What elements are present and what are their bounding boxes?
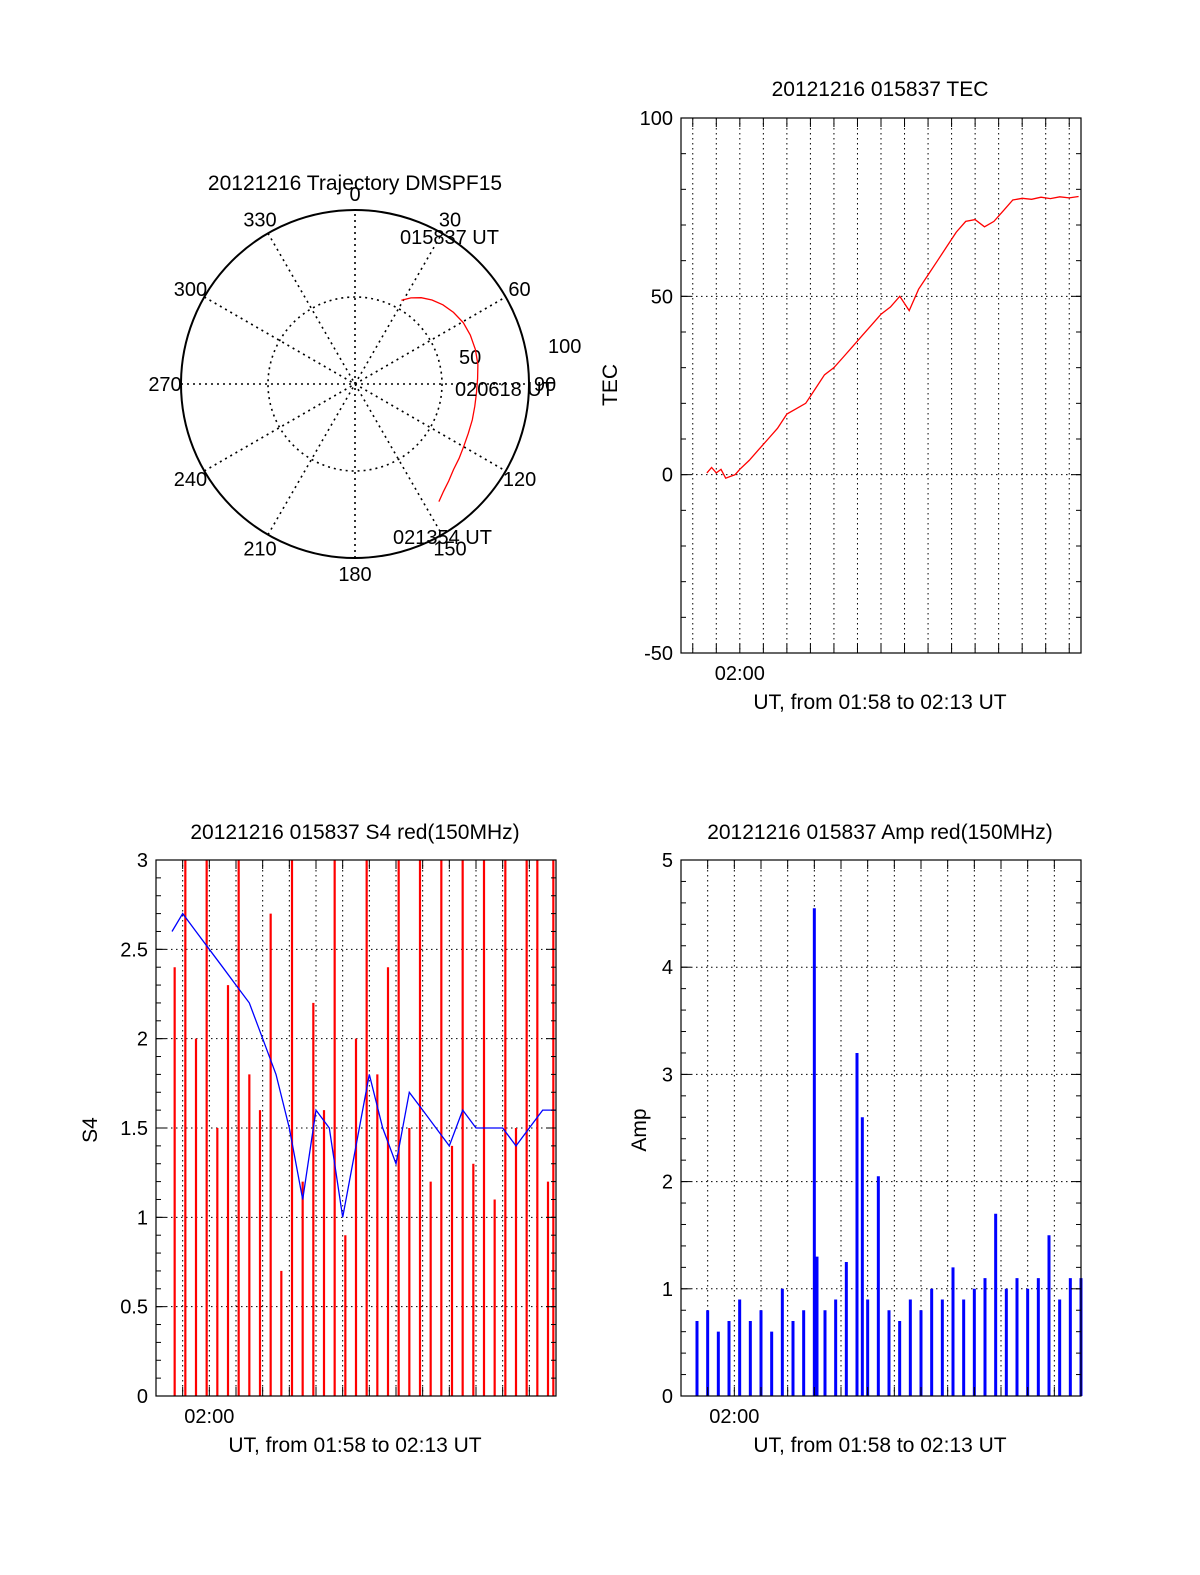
polar-angle-label: 30 — [439, 209, 461, 231]
amp-bars — [695, 908, 1083, 1396]
tec-ytick-label: 100 — [640, 108, 673, 130]
s4-xtick-label: 02:00 — [184, 1406, 234, 1428]
s4-blue-series-line — [171, 912, 556, 1218]
tec-ylabel: TEC — [599, 364, 622, 406]
polar-angle-label: 60 — [508, 279, 530, 301]
s4-ylabel: S4 — [79, 1117, 102, 1143]
polar-grid — [181, 210, 529, 558]
amp-ylabel: Amp — [628, 1108, 651, 1151]
amp-ytick-label: 3 — [662, 1064, 673, 1086]
s4-ytick-labels: 0 0.5 1 1.5 2 2.5 3 — [120, 850, 148, 1408]
s4-ytick-label: 2.5 — [120, 939, 148, 961]
tec-title: 20121216 015837 TEC — [772, 78, 989, 101]
tec-ytick-labels: -50 0 50 100 — [640, 108, 673, 665]
polar-radius-label-100: 100 — [548, 336, 581, 358]
amp-ytick-label: 1 — [662, 1279, 673, 1301]
s4-ytick-label: 0.5 — [120, 1297, 148, 1319]
tec-xtick-label: 02:00 — [715, 663, 765, 685]
s4-ytick-label: 1.5 — [120, 1118, 148, 1140]
trajectory-end-label: 021354 UT — [393, 527, 492, 549]
amp-plot-frame — [680, 859, 1082, 1397]
amp-title: 20121216 015837 Amp red(150MHz) — [707, 821, 1053, 844]
trajectory-mid-label: 020618 UT — [455, 379, 554, 401]
polar-title: 20121216 Trajectory DMSPF15 — [208, 172, 502, 195]
amp-ytick-label: 0 — [662, 1386, 673, 1408]
polar-angle-label: 300 — [174, 279, 207, 301]
amp-xlabel: UT, from 01:58 to 02:13 UT — [753, 1434, 1006, 1457]
polar-angle-label: 240 — [174, 469, 207, 491]
amp-panel: 20121216 015837 Amp red(150MHz) 0 1 2 3 4 5 0… — [628, 821, 1083, 1457]
tec-panel: 20121216 015837 TEC -50 0 50 100 02:00 UT, … — [599, 78, 1082, 714]
polar-grid-spoke — [267, 232, 443, 536]
amp-ytick-labels: 0 1 2 3 4 5 — [662, 850, 673, 1408]
amp-ytick-label: 4 — [662, 957, 673, 979]
polar-angle-label: 0 — [349, 184, 360, 206]
trajectory-start-label: 015837 UT — [400, 227, 499, 249]
polar-angle-label: 270 — [148, 374, 181, 396]
tec-series-line — [706, 195, 1079, 480]
polar-angle-label: 120 — [503, 469, 536, 491]
tec-ytick-label: 50 — [651, 286, 673, 308]
tec-ticks — [681, 117, 1081, 654]
s4-xlabel: UT, from 01:58 to 02:13 UT — [228, 1434, 481, 1457]
s4-title: 20121216 015837 S4 red(150MHz) — [190, 821, 519, 844]
tec-ytick-label: -50 — [644, 643, 673, 665]
polar-outer-circle — [180, 209, 530, 559]
trajectory-line — [401, 297, 479, 502]
polar-grid-ring-50 — [267, 296, 443, 472]
amp-xtick-label: 02:00 — [709, 1406, 759, 1428]
s4-ytick-label: 1 — [137, 1207, 148, 1229]
amp-ticks — [681, 859, 1081, 1397]
s4-panel: 20121216 015837 S4 red(150MHz) 0 0.5 1 1.5 2… — [79, 821, 557, 1457]
polar-trajectory-panel: 20121216 Trajectory DMSPF15 0 30 60 90 120 15… — [148, 172, 581, 586]
s4-ytick-label: 0 — [137, 1386, 148, 1408]
polar-angle-label: 180 — [338, 564, 371, 586]
s4-ytick-label: 3 — [137, 850, 148, 872]
s4-ticks — [156, 859, 556, 1397]
polar-angle-label: 90 — [534, 374, 556, 396]
amp-ytick-label: 5 — [662, 850, 673, 872]
polar-angle-label: 330 — [243, 209, 276, 231]
amp-ytick-label: 2 — [662, 1172, 673, 1194]
polar-angle-labels: 0 30 60 90 120 150 180 210 240 270 300 330 — [148, 184, 556, 586]
tec-grid — [681, 118, 1081, 653]
amp-grid — [681, 860, 1081, 1396]
polar-angle-label: 210 — [243, 539, 276, 561]
tec-xlabel: UT, from 01:58 to 02:13 UT — [753, 691, 1006, 714]
polar-angle-label: 150 — [433, 539, 466, 561]
tec-ytick-label: 0 — [662, 465, 673, 487]
s4-ytick-label: 2 — [137, 1029, 148, 1051]
